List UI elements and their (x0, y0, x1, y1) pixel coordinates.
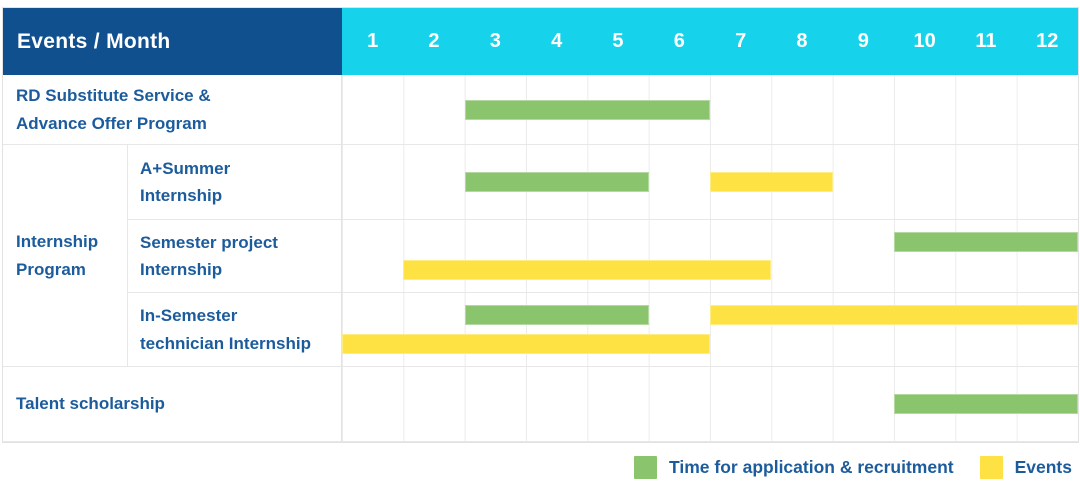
header-title-text: Events / Month (17, 29, 171, 53)
gantt-row-talent-scholarship (342, 367, 1078, 442)
legend: Time for application & recruitment Event… (634, 456, 1072, 479)
month-label: 8 (796, 30, 808, 52)
month-header-row: 1 2 3 4 5 6 7 8 9 10 11 12 (342, 8, 1078, 75)
events-month-table: Events / Month 1 2 3 4 5 6 7 8 9 10 11 12 RD Substi… (2, 7, 1079, 443)
gantt-bar-green (464, 305, 649, 325)
month-label: 4 (551, 30, 563, 52)
month-label: 11 (975, 30, 997, 52)
gantt-bar-green (464, 172, 649, 192)
month-label: 5 (612, 30, 624, 52)
month-label: 7 (735, 30, 747, 52)
row-label-rd-substitute: RD Substitute Service & Advance Offer Pr… (3, 75, 342, 145)
gantt-bar-yellow (710, 172, 833, 192)
gantt-bar-green (894, 394, 1078, 414)
month-label: 2 (428, 30, 440, 52)
gantt-bar-green (464, 99, 710, 120)
month-label: 12 (1036, 30, 1059, 52)
table-header-title: Events / Month (3, 8, 342, 75)
month-label: 3 (489, 30, 501, 52)
gantt-row-a-plus-summer (342, 145, 1078, 220)
gantt-row-rd-substitute (342, 75, 1078, 145)
row-label-talent-scholarship: Talent scholarship (3, 367, 342, 442)
gantt-row-in-semester-technician (342, 293, 1078, 367)
gantt-row-semester-project (342, 220, 1078, 293)
group-label-internship-program: Internship Program (3, 145, 128, 367)
legend-label-events: Events (1014, 457, 1072, 477)
month-label: 10 (913, 30, 936, 52)
yellow-swatch-icon (979, 456, 1003, 479)
gantt-bar-green (894, 232, 1078, 252)
row-label-semester-project: Semester project Internship (128, 220, 342, 293)
month-label: 9 (857, 30, 869, 52)
gantt-bar-yellow (403, 260, 772, 280)
month-label: 6 (673, 30, 685, 52)
month-label: 1 (367, 30, 379, 52)
legend-label-application-recruitment: Time for application & recruitment (669, 457, 954, 477)
legend-item-application-recruitment: Time for application & recruitment (634, 456, 954, 479)
green-swatch-icon (634, 456, 658, 479)
row-label-in-semester-technician: In-Semester technician Internship (128, 293, 342, 367)
gantt-bar-yellow (342, 334, 710, 354)
gantt-bar-yellow (710, 305, 1078, 325)
legend-item-events: Events (979, 456, 1072, 479)
row-label-a-plus-summer: A+Summer Internship (128, 145, 342, 220)
